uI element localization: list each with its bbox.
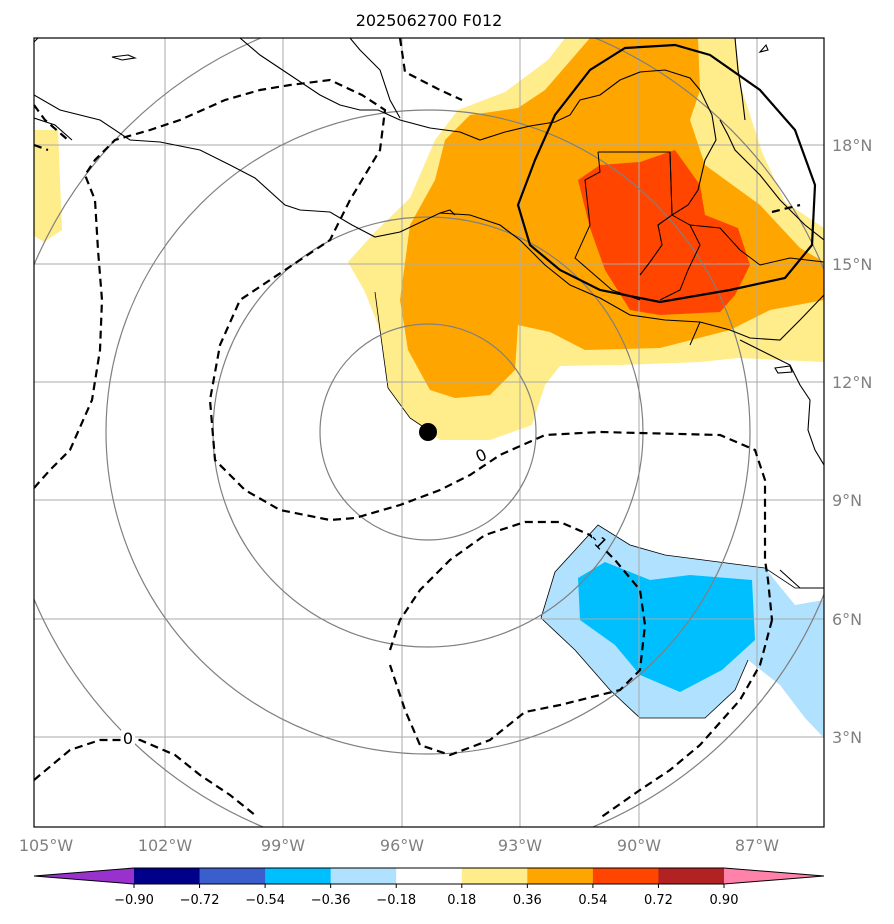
lon-tick-labels: 105°W 102°W 99°W 96°W 93°W 90°W 87°W <box>19 836 779 855</box>
colorbar-tick-label: 0.36 <box>513 893 542 908</box>
lat-label: 3°N <box>832 728 862 747</box>
lon-label: 105°W <box>19 836 74 855</box>
contour-east <box>599 619 774 819</box>
lon-label: 90°W <box>617 836 661 855</box>
fill-outline <box>374 291 824 719</box>
lat-label: 12°N <box>832 373 872 392</box>
colorbar-swatch <box>134 868 201 884</box>
colorbar-extend-low <box>34 868 134 884</box>
contour-zero-north <box>34 78 774 621</box>
storm-center-marker <box>419 423 437 441</box>
positive-anomaly-fill <box>34 38 824 440</box>
colorbar-swatch <box>658 868 725 884</box>
colorbar: −0.90 −0.72 −0.54 −0.36 −0.18 0.18 0.36 0.54 0.7… <box>33 867 825 908</box>
colorbar-swatch <box>592 868 659 884</box>
contour-top <box>398 38 463 102</box>
contour-nw <box>34 143 49 152</box>
colorbar-swatch <box>199 868 266 884</box>
lat-tick-labels: 18°N 15°N 12°N 9°N 6°N 3°N <box>832 136 872 747</box>
contour-label-zero-south: 0 <box>123 729 133 748</box>
fill-neg-0.36 <box>578 562 755 692</box>
map-title: 2025062700 F012 <box>356 11 503 30</box>
colorbar-tick-label: 0.90 <box>710 893 739 908</box>
lat-label: 15°N <box>832 255 872 274</box>
colorbar-swatch <box>265 868 332 884</box>
lat-label: 9°N <box>832 491 862 510</box>
bold-circle <box>516 43 817 304</box>
colorbar-swatch <box>330 868 397 884</box>
colorbar-tick-label: −0.90 <box>114 893 154 908</box>
colorbar-tick-label: −0.72 <box>180 893 220 908</box>
dashed-contours <box>34 38 801 819</box>
colorbar-tick-label: 0.72 <box>644 893 673 908</box>
map-frame <box>33 37 825 828</box>
contour-zero-south <box>34 738 256 816</box>
contour-label-group: 0 -1 0 <box>121 445 611 748</box>
colorbar-tick-label: −0.54 <box>245 893 285 908</box>
lon-label: 87°W <box>735 836 779 855</box>
lat-label: 6°N <box>832 610 862 629</box>
lat-label: 18°N <box>832 136 872 155</box>
contour-left-top <box>34 104 69 141</box>
map-area <box>34 38 824 827</box>
lon-label: 99°W <box>261 836 305 855</box>
coastlines <box>34 38 824 589</box>
contour-ne <box>771 203 801 214</box>
lon-label: 102°W <box>138 836 193 855</box>
colorbar-tick-label: −0.18 <box>376 893 416 908</box>
fill-0.18-west <box>34 130 62 242</box>
lon-label: 96°W <box>380 836 424 855</box>
colorbar-swatch <box>527 868 594 884</box>
negative-anomaly-fill <box>541 525 824 738</box>
colorbar-swatch <box>396 868 463 884</box>
colorbar-tick-label: −0.36 <box>311 893 351 908</box>
colorbar-extend-high <box>724 868 824 884</box>
colorbar-swatch <box>461 868 528 884</box>
colorbar-tick-label: 0.54 <box>578 893 607 908</box>
colorbar-tick-label: 0.18 <box>447 893 476 908</box>
lon-label: 93°W <box>498 836 542 855</box>
contour-neg1 <box>388 520 647 757</box>
fill-0.54 <box>578 150 750 315</box>
